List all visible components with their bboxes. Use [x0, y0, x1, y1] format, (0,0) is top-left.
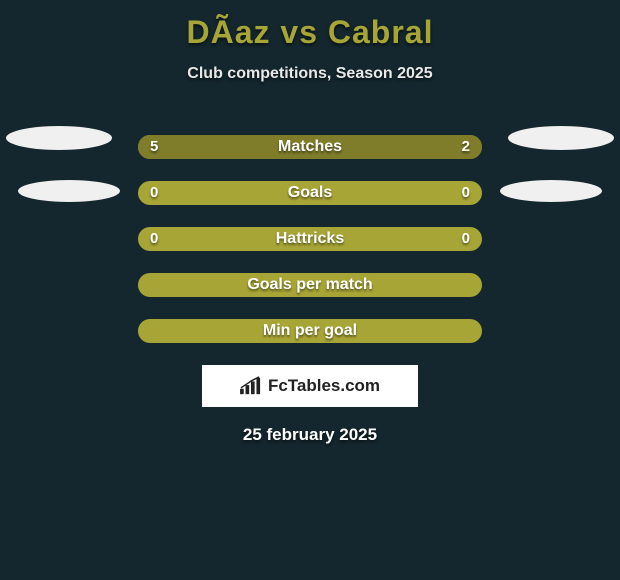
stat-rows: Matches52Goals00Hattricks00Goals per mat… — [0, 123, 620, 353]
date-text: 25 february 2025 — [0, 425, 620, 445]
stat-row: Hattricks00 — [0, 215, 620, 261]
stat-row: Goals00 — [0, 169, 620, 215]
bar-track — [138, 273, 482, 297]
bar-track — [138, 227, 482, 251]
bar-left — [138, 135, 379, 159]
logo-text: FcTables.com — [268, 376, 380, 396]
value-right: 2 — [462, 135, 470, 159]
stat-row: Matches52 — [0, 123, 620, 169]
value-left: 5 — [150, 135, 158, 159]
bar-track — [138, 135, 482, 159]
value-right: 0 — [462, 181, 470, 205]
logo-box: FcTables.com — [202, 365, 418, 407]
subtitle: Club competitions, Season 2025 — [0, 65, 620, 83]
value-left: 0 — [150, 227, 158, 251]
page-title: DÃ­az vs Cabral — [0, 0, 620, 51]
stat-row: Goals per match — [0, 261, 620, 307]
value-left: 0 — [150, 181, 158, 205]
bar-track — [138, 319, 482, 343]
value-right: 0 — [462, 227, 470, 251]
logo-chart-icon — [240, 376, 262, 396]
stat-row: Min per goal — [0, 307, 620, 353]
bar-track — [138, 181, 482, 205]
